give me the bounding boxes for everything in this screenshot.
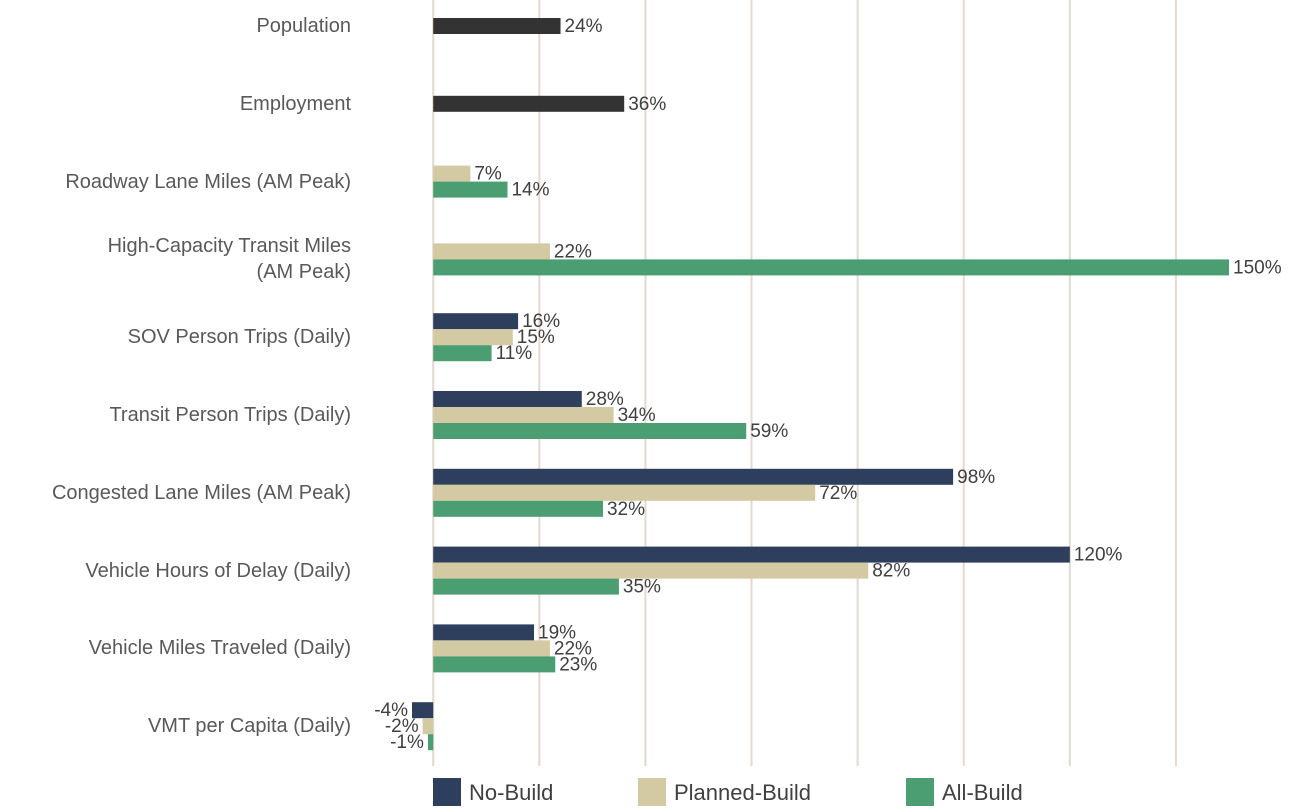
value-label: 7% bbox=[474, 164, 502, 185]
value-label: 72% bbox=[819, 483, 857, 504]
value-label: -4% bbox=[374, 700, 408, 721]
category-label: Vehicle Miles Traveled (Daily) bbox=[88, 637, 351, 660]
bar bbox=[433, 345, 492, 362]
category-label: Employment bbox=[239, 92, 351, 115]
value-label: 24% bbox=[565, 16, 603, 37]
bar bbox=[433, 578, 619, 595]
bar bbox=[433, 181, 508, 198]
bar bbox=[433, 259, 1229, 276]
value-label: 22% bbox=[554, 241, 592, 262]
bar bbox=[433, 313, 519, 330]
bar bbox=[412, 702, 434, 719]
category-label: VMT per Capita (Daily) bbox=[147, 715, 351, 738]
bar bbox=[433, 468, 954, 485]
legend-swatch bbox=[638, 778, 666, 806]
value-label: 120% bbox=[1074, 545, 1123, 566]
value-label: 16% bbox=[522, 311, 560, 332]
category-label: Congested Lane Miles (AM Peak) bbox=[51, 481, 351, 504]
bar bbox=[433, 562, 869, 579]
category-label: High-Capacity Transit Miles (AM Peak) bbox=[107, 235, 351, 284]
legend-swatch bbox=[906, 778, 934, 806]
value-label: -1% bbox=[390, 732, 424, 753]
legend-swatch bbox=[433, 778, 461, 806]
value-label: -2% bbox=[385, 716, 419, 737]
category-label: Population bbox=[256, 15, 351, 37]
bar bbox=[433, 500, 603, 517]
value-label: 59% bbox=[750, 421, 788, 442]
value-label: 15% bbox=[517, 327, 555, 348]
bar bbox=[433, 546, 1070, 563]
bar bbox=[433, 243, 550, 260]
bar bbox=[433, 407, 614, 423]
bar bbox=[433, 329, 513, 346]
bar bbox=[433, 165, 471, 182]
bar bbox=[433, 656, 556, 673]
value-label: 98% bbox=[957, 467, 995, 488]
value-label: 11% bbox=[496, 343, 533, 364]
bar bbox=[433, 423, 747, 439]
value-label: 19% bbox=[538, 622, 576, 643]
value-label: 32% bbox=[607, 499, 645, 520]
bar bbox=[433, 95, 625, 112]
category-label: Roadway Lane Miles (AM Peak) bbox=[65, 170, 351, 193]
bar bbox=[433, 391, 582, 407]
value-label: 150% bbox=[1233, 257, 1282, 278]
value-label: 36% bbox=[628, 94, 666, 115]
legend-label: Planned-Build bbox=[674, 780, 811, 805]
bar bbox=[427, 734, 434, 751]
bar bbox=[422, 718, 434, 735]
bar bbox=[433, 640, 550, 657]
bar bbox=[433, 624, 535, 641]
value-label: 23% bbox=[559, 654, 597, 675]
category-label: Vehicle Hours of Delay (Daily) bbox=[85, 559, 351, 582]
value-label: 28% bbox=[586, 389, 624, 410]
bar bbox=[433, 484, 816, 501]
category-label: SOV Person Trips (Daily) bbox=[127, 326, 351, 349]
value-label: 14% bbox=[511, 180, 549, 201]
value-label: 22% bbox=[554, 638, 592, 659]
bar bbox=[433, 18, 561, 34]
category-label: Transit Person Trips (Daily) bbox=[109, 404, 351, 426]
value-label: 82% bbox=[872, 561, 910, 582]
legend-label: All-Build bbox=[942, 780, 1023, 805]
value-label: 34% bbox=[618, 405, 656, 426]
value-label: 35% bbox=[623, 577, 661, 598]
legend-label: No-Build bbox=[469, 780, 553, 805]
